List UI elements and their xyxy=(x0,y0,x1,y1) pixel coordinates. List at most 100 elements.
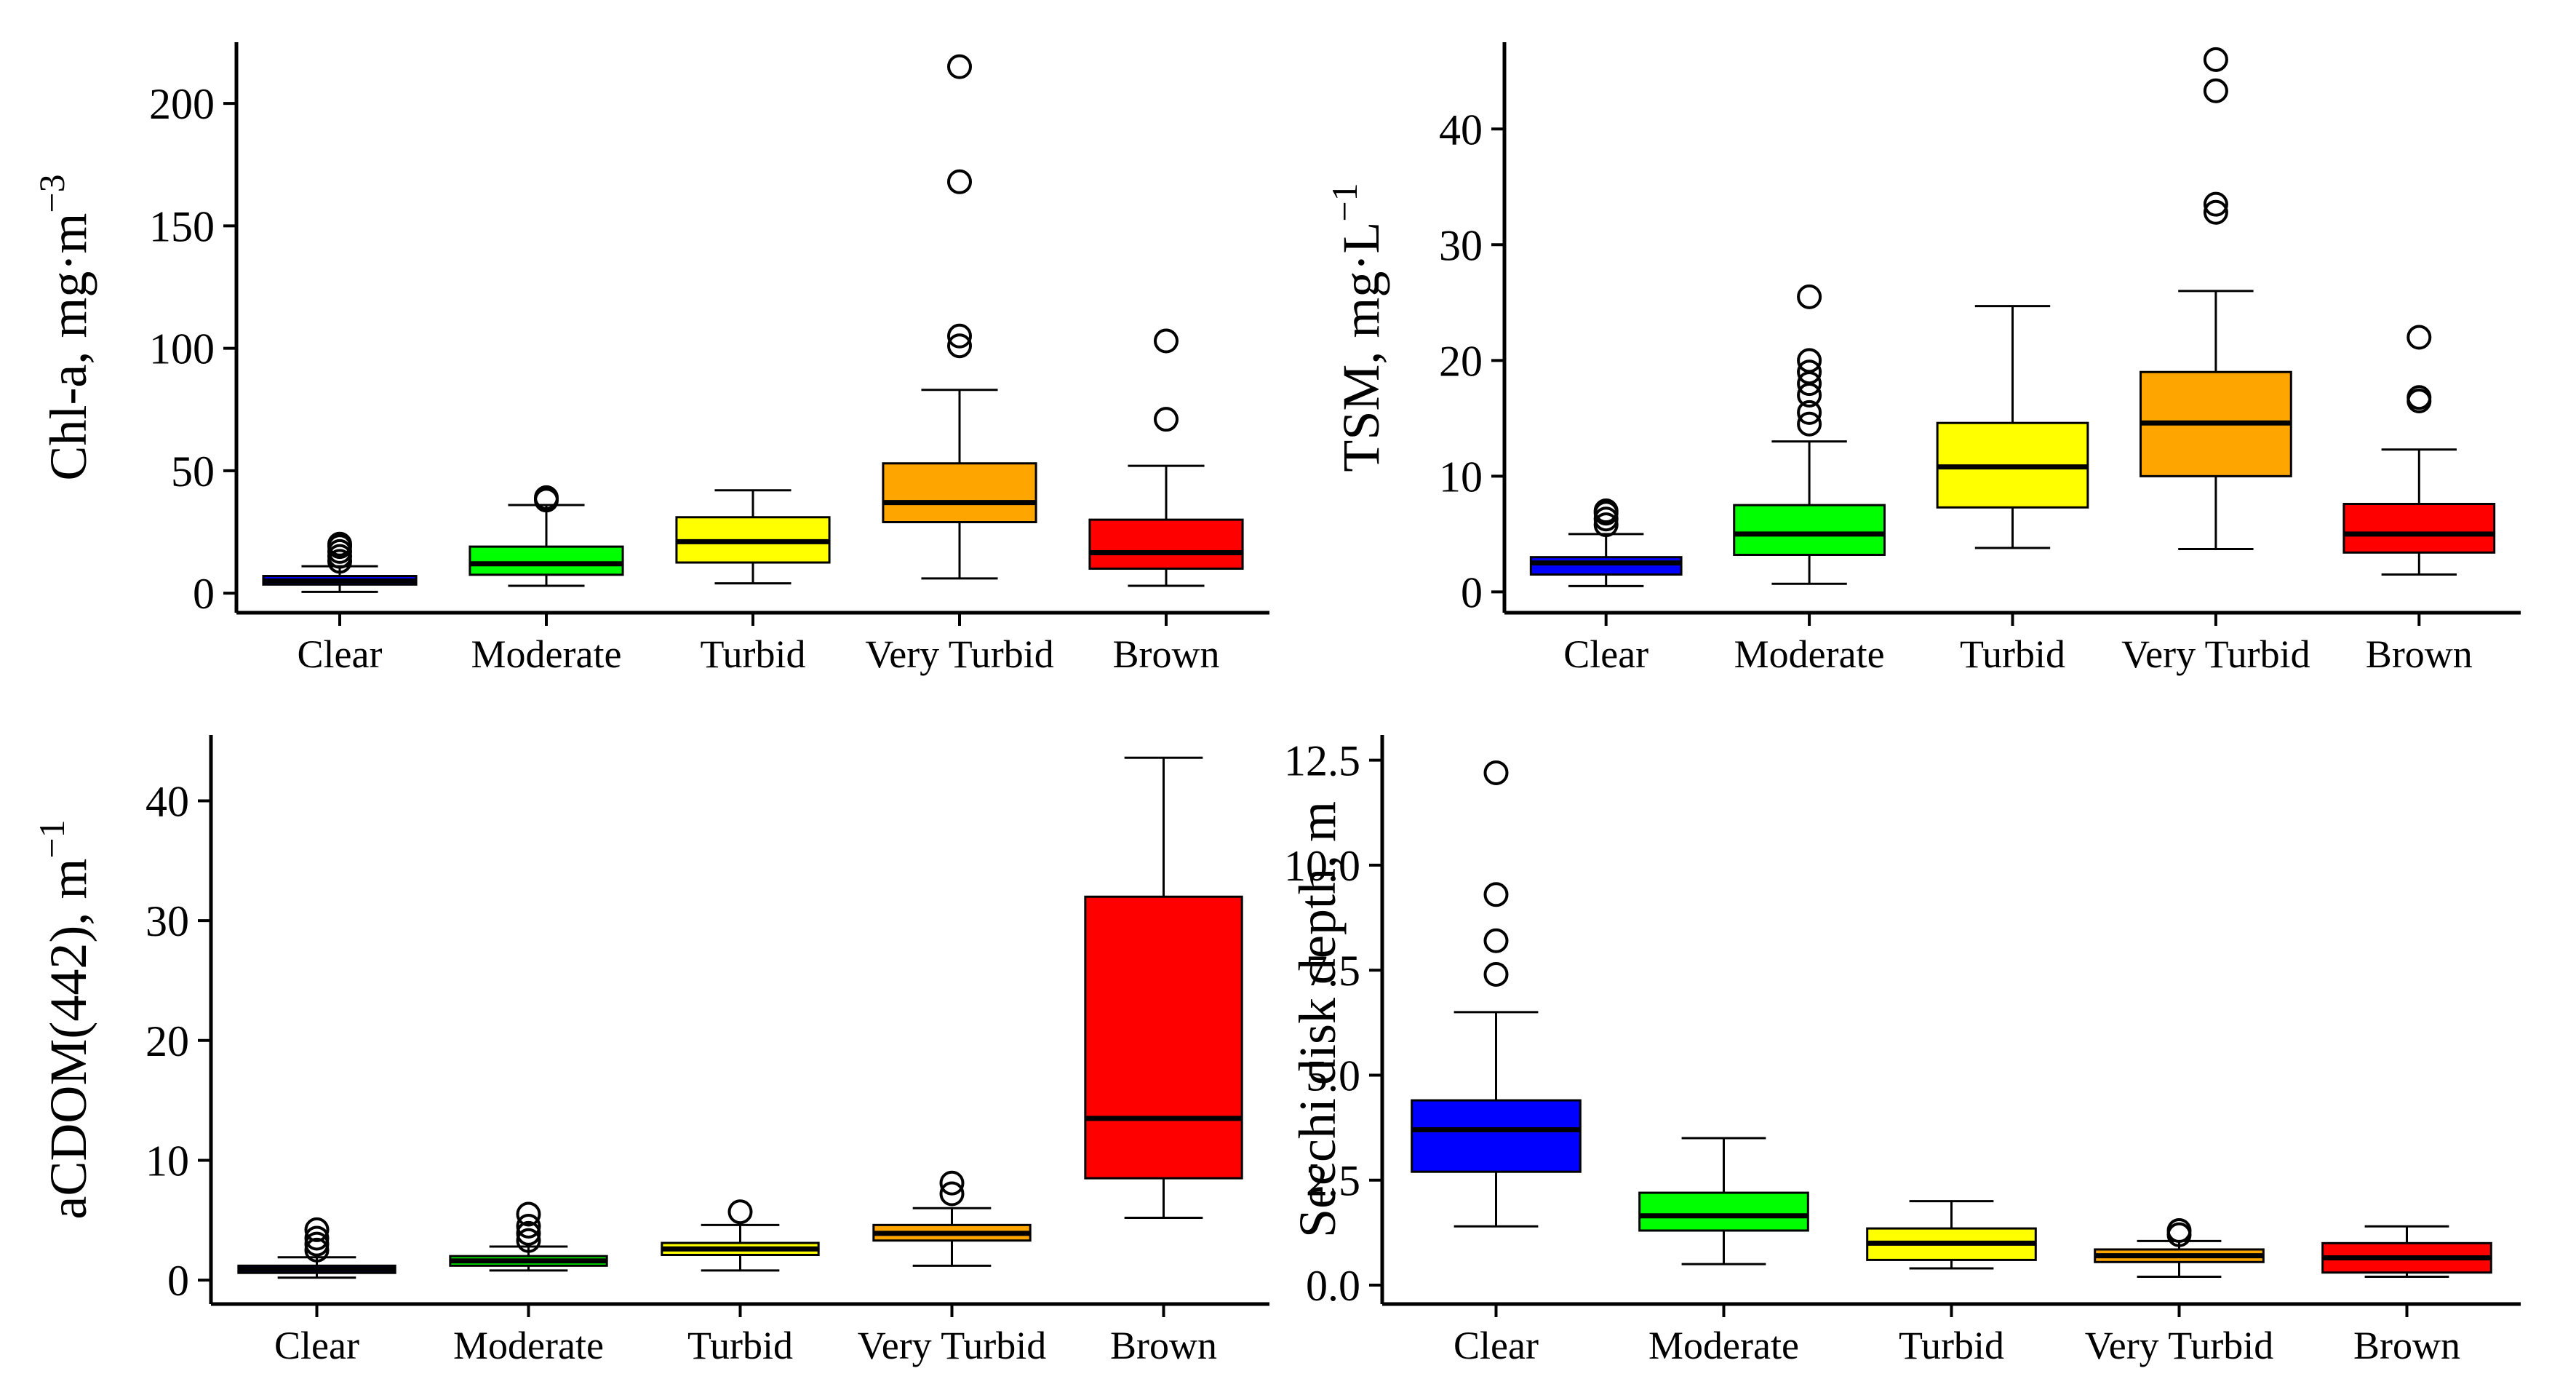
outlier-point xyxy=(2203,78,2228,103)
box-clear: Clear xyxy=(1529,498,1683,676)
outlier-point xyxy=(304,1225,330,1251)
outlier-point xyxy=(947,333,972,359)
x-tick-label: Brown xyxy=(2353,1324,2460,1367)
x-tick-label: Brown xyxy=(1110,1324,1217,1367)
box-brown: Brown xyxy=(1088,328,1244,676)
panel-tsm: 0 10 20 30 40 TSM, mg·L−1 Clear Moderate Turbid V… xyxy=(1324,42,2521,676)
outlier-point xyxy=(327,531,352,557)
x-tick-label: Clear xyxy=(298,632,383,676)
box-clear: Clear xyxy=(262,531,418,676)
box-turbid: Turbid xyxy=(1936,305,2089,676)
outlier-point xyxy=(947,323,972,349)
y-tick-label: 10.0 xyxy=(1284,842,1360,890)
y-tick-label: 20 xyxy=(145,1017,189,1065)
outlier-point xyxy=(516,1220,541,1246)
y-tick-label: 20 xyxy=(1439,337,1483,385)
x-tick-label: Very Turbid xyxy=(858,1324,1047,1367)
y-axis-title-text: aCDOM(442), m xyxy=(39,859,97,1220)
outlier-point xyxy=(516,1201,541,1227)
outlier-point xyxy=(1483,882,1509,907)
outlier-point xyxy=(304,1237,330,1263)
outlier-point xyxy=(1797,359,1822,385)
box-brown: Brown xyxy=(2342,325,2496,676)
panel-secchi-depth: 0.0 2.5 5.0 7.5 10.0 12.5 Secchi disk depth, m… xyxy=(1284,735,2521,1367)
outlier-point xyxy=(947,54,972,79)
y-axis-title: TSM, mg·L−1 xyxy=(1324,183,1390,472)
iqr-box xyxy=(468,545,624,576)
iqr-box xyxy=(1411,1099,1582,1173)
x-tick-label: Clear xyxy=(1454,1324,1539,1367)
y-tick-label: 0 xyxy=(1461,568,1483,616)
y-tick-label: 5.0 xyxy=(1306,1052,1360,1100)
box-clear: Clear xyxy=(237,1217,396,1367)
y-tick-label: 30 xyxy=(1439,221,1483,269)
y-axis-title-text: Chl-a, mg·m xyxy=(39,213,97,481)
y-axis-title-superscript: −3 xyxy=(31,174,72,212)
iqr-box xyxy=(2342,503,2496,554)
outlier-point xyxy=(1483,961,1509,987)
outlier-point xyxy=(1797,284,1822,309)
box-brown: Brown xyxy=(1084,756,1243,1367)
y-tick-label: 0.0 xyxy=(1306,1262,1360,1310)
x-tick-label: Clear xyxy=(1563,632,1648,676)
y-axis-title-text: TSM, mg·L xyxy=(1332,222,1390,472)
outlier-point xyxy=(1797,411,1822,437)
x-tick-label: Turbid xyxy=(1899,1324,2004,1367)
outlier-point xyxy=(304,1231,330,1257)
y-tick-label: 40 xyxy=(1439,106,1483,154)
box-very-turbid: Very Turbid xyxy=(2121,47,2310,676)
outlier-point xyxy=(1483,760,1509,785)
outlier-point xyxy=(939,1181,965,1207)
outlier-point xyxy=(2203,47,2228,72)
outlier-point xyxy=(2406,385,2432,410)
iqr-box xyxy=(1088,518,1244,570)
outlier-point xyxy=(304,1217,330,1242)
outlier-point xyxy=(534,485,559,510)
box-moderate: Moderate xyxy=(468,485,624,676)
y-tick-label: 0 xyxy=(167,1257,189,1305)
y-tick-label: 12.5 xyxy=(1284,737,1360,785)
box-moderate: Moderate xyxy=(1638,1137,1809,1367)
y-tick-label: 100 xyxy=(149,325,215,373)
panel-acdom: 0 10 20 30 40 aCDOM(442), m−1 Clear Moderate Tur… xyxy=(31,735,1269,1367)
box-moderate: Moderate xyxy=(449,1201,608,1367)
iqr-box xyxy=(1084,895,1243,1180)
outlier-point xyxy=(1154,328,1179,354)
x-tick-label: Brown xyxy=(2366,632,2473,676)
x-tick-label: Turbid xyxy=(700,632,805,676)
iqr-box xyxy=(1638,1191,1809,1232)
x-tick-label: Very Turbid xyxy=(2085,1324,2274,1367)
y-tick-label: 0 xyxy=(193,570,215,618)
outlier-point xyxy=(1483,928,1509,953)
box-very-turbid: Very Turbid xyxy=(858,1170,1047,1367)
outlier-point xyxy=(2203,191,2228,217)
iqr-box xyxy=(1529,556,1683,576)
y-axis-title: Chl-a, mg·m−3 xyxy=(31,174,97,480)
x-tick-label: Moderate xyxy=(453,1324,604,1367)
outlier-point xyxy=(939,1170,965,1196)
outlier-point xyxy=(2166,1218,2192,1244)
y-tick-label: 200 xyxy=(149,80,215,128)
y-axis-title: aCDOM(442), m−1 xyxy=(31,819,97,1219)
y-tick-label: 150 xyxy=(149,202,215,250)
outlier-point xyxy=(2203,199,2228,225)
x-tick-label: Turbid xyxy=(1960,632,2065,676)
x-tick-label: Moderate xyxy=(1648,1324,1799,1367)
x-tick-label: Turbid xyxy=(687,1324,793,1367)
outlier-point xyxy=(1154,407,1179,432)
y-tick-label: 10 xyxy=(145,1137,189,1185)
outlier-point xyxy=(516,1228,541,1253)
box-turbid: Turbid xyxy=(661,1199,820,1367)
box-turbid: Turbid xyxy=(675,489,831,676)
outlier-point xyxy=(516,1213,541,1239)
y-axis-title: Secchi disk depth, m xyxy=(1288,801,1347,1238)
y-tick-label: 2.5 xyxy=(1306,1157,1360,1205)
x-tick-label: Brown xyxy=(1113,632,1220,676)
y-axis-title-superscript: −1 xyxy=(1324,183,1365,221)
outlier-point xyxy=(1797,348,1822,373)
box-very-turbid: Very Turbid xyxy=(2085,1218,2274,1367)
y-tick-label: 7.5 xyxy=(1306,947,1360,995)
x-tick-label: Moderate xyxy=(471,632,622,676)
iqr-box xyxy=(882,462,1037,524)
